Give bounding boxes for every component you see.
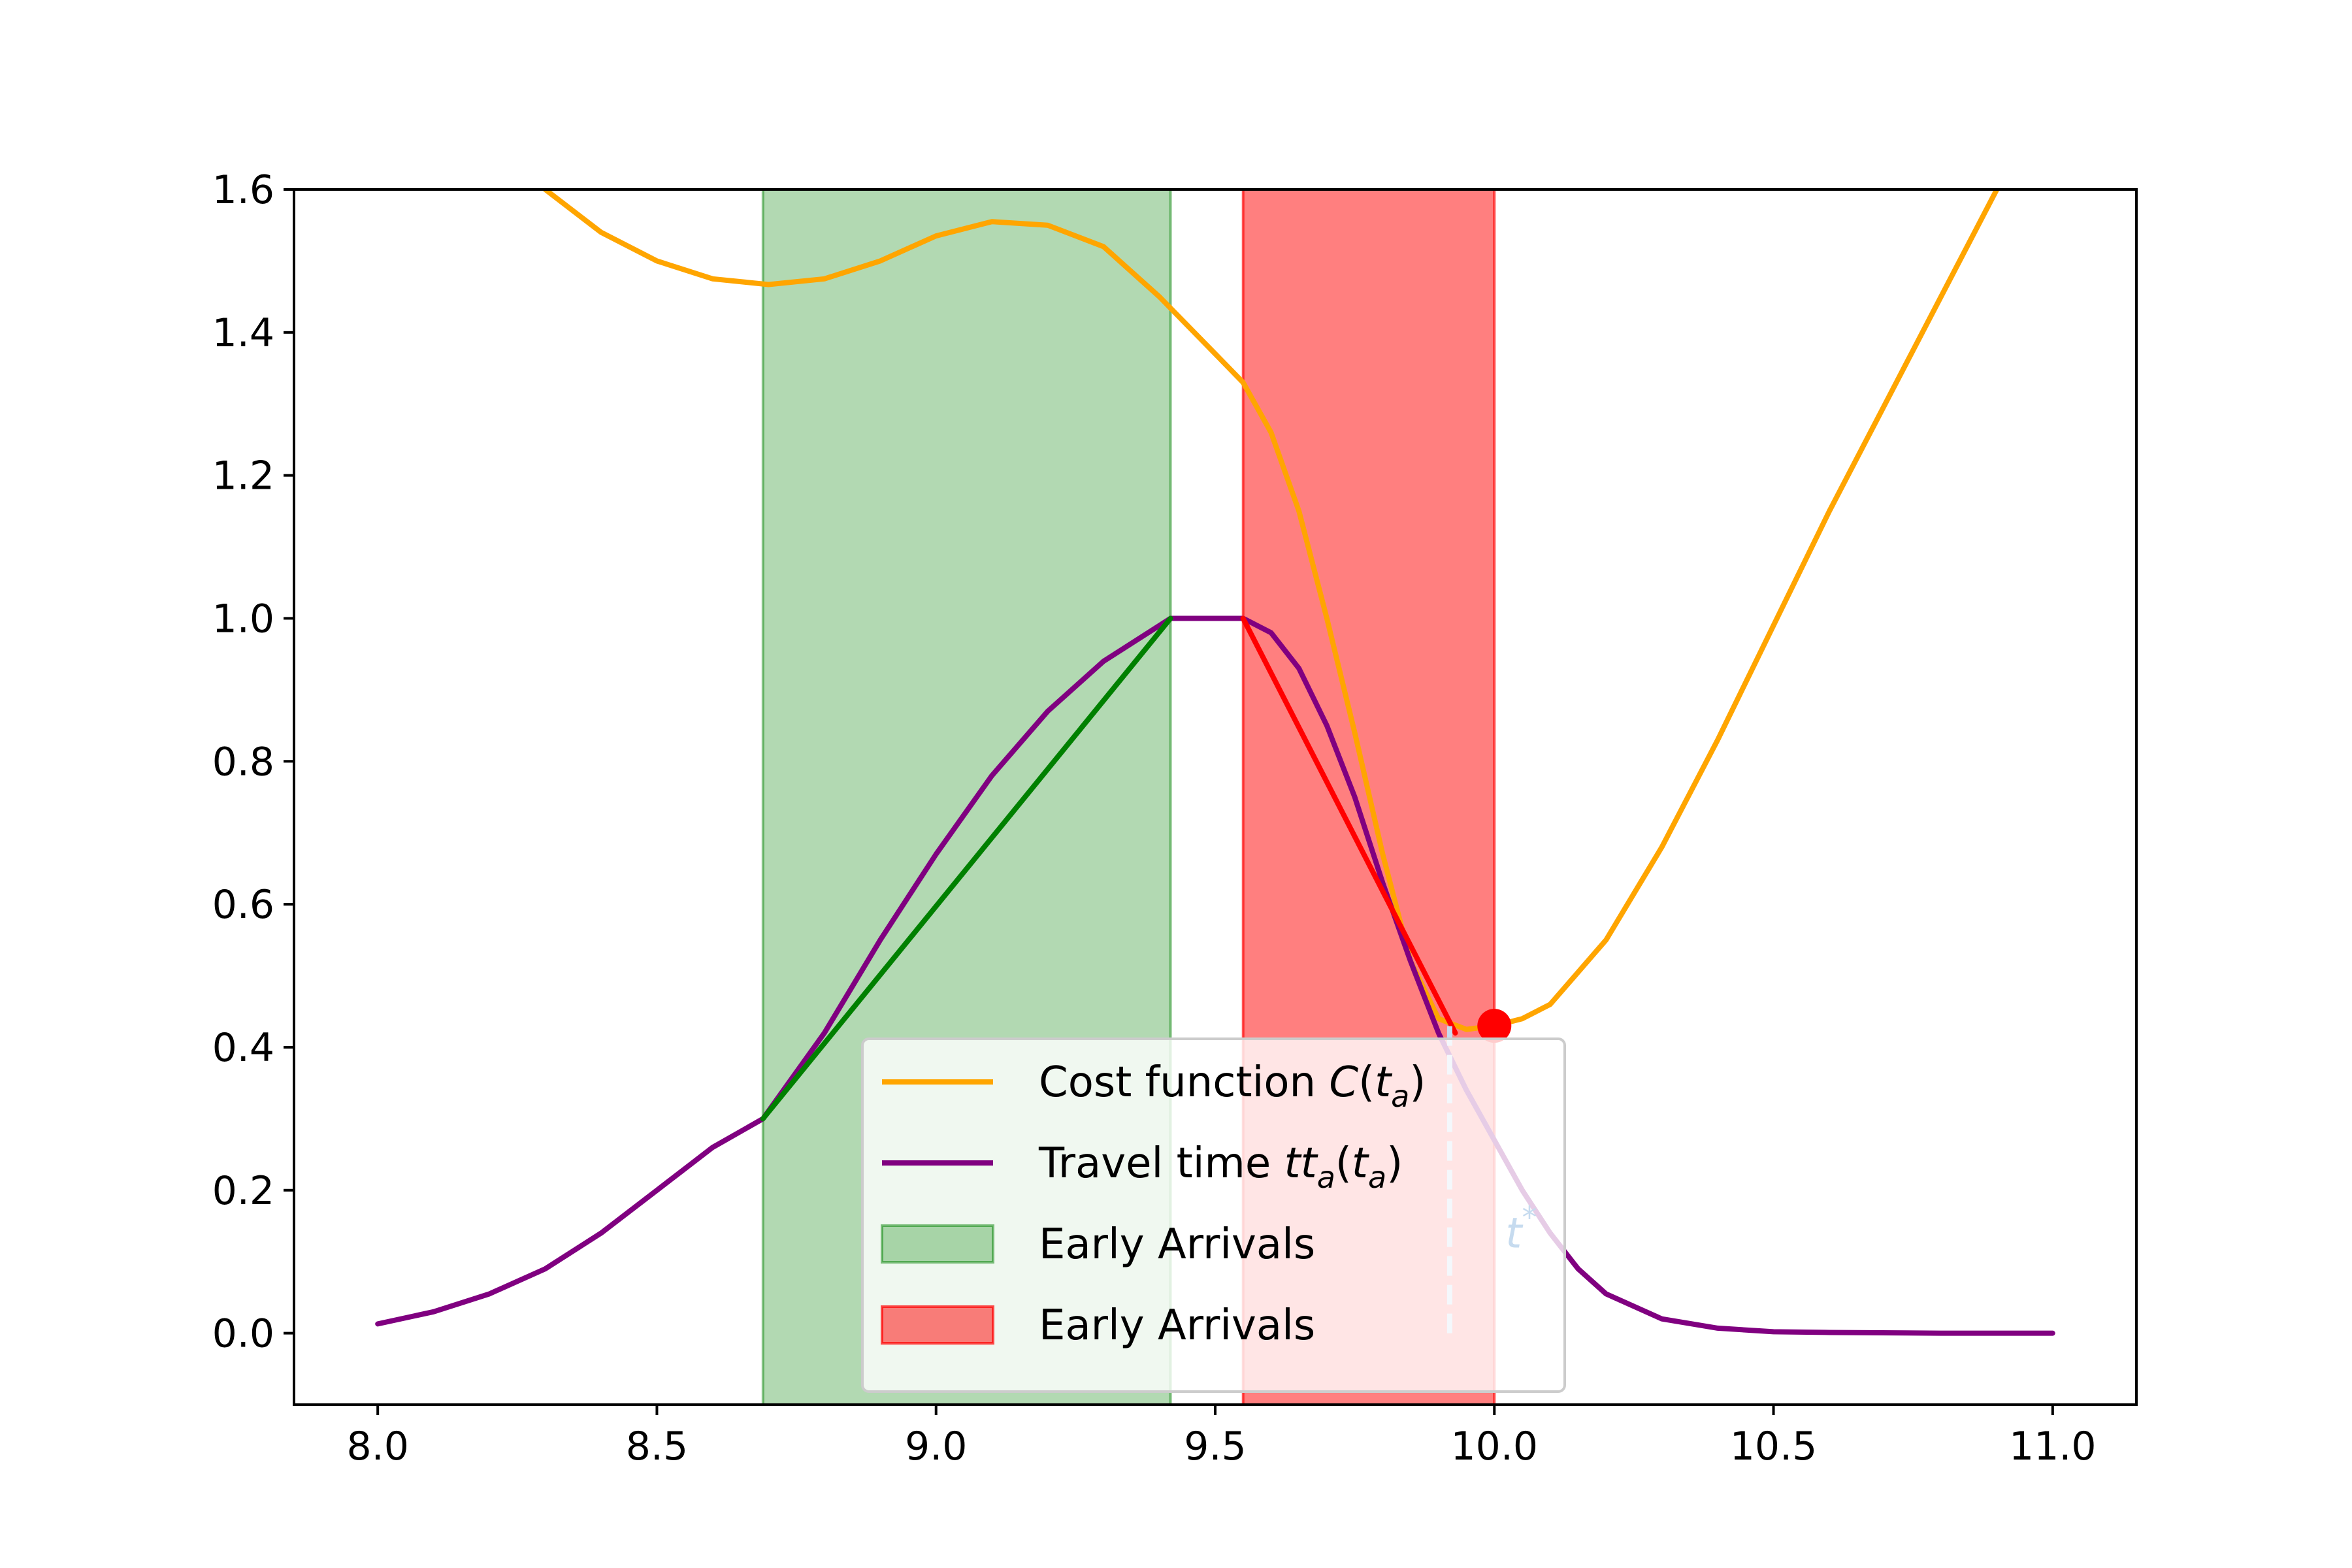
x-tick-label: 8.5 [626,1424,688,1469]
x-tick-label: 9.0 [905,1424,967,1469]
x-tick-label: 10.0 [1450,1424,1538,1469]
legend-entry-label: Cost function C(ta) [1039,1058,1426,1114]
legend: Cost function C(ta)Travel time tta(ta)Ea… [861,1037,1566,1393]
x-tick-label: 9.5 [1184,1424,1246,1469]
y-tick-label: 1.6 [212,167,274,213]
legend-entry-label: Early Arrivals [1039,1301,1315,1350]
optimal-time-annotation: t* [1505,1200,1537,1258]
legend-handle-patch [881,1305,994,1345]
legend-label-paren: ( [1358,1058,1375,1107]
data-series [375,189,2055,1336]
legend-handle-patch [881,1224,994,1264]
legend-label-var: t [1375,1058,1393,1107]
y-tick-label: 0.2 [212,1168,274,1214]
legend-label-prefix: Travel time [1038,1139,1284,1188]
cost-function-line [542,189,2000,1032]
legend-box [861,1037,1566,1393]
legend-label-func-sub: a [1317,1160,1335,1195]
annotation-superscript: * [1522,1200,1537,1235]
y-tick-label: 1.4 [212,310,274,356]
x-tick-label: 11.0 [2009,1424,2097,1469]
y-tick-label: 0.8 [212,739,274,785]
legend-label-func: tt [1284,1139,1319,1188]
legend-label-paren: ( [1335,1139,1352,1188]
legend-label-paren: ) [1386,1139,1403,1188]
late-secant-line [1240,615,1458,1036]
annotation-text: t [1505,1209,1524,1258]
legend-label-func: C [1329,1058,1358,1107]
y-tick-label: 0.6 [212,882,274,928]
x-tick-label: 10.5 [1730,1424,1818,1469]
travel-time-line [375,615,2055,1336]
y-tick-label: 0.4 [212,1025,274,1071]
x-axis: 8.0 8.5 9.0 9.5 10.0 10.5 11.0 [346,1405,2097,1469]
legend-label-prefix: Cost function [1039,1058,1329,1107]
y-tick-label: 1.2 [212,453,274,499]
legend-label-sub: a [1368,1160,1386,1195]
legend-label-var: t [1352,1139,1370,1188]
x-tick-label: 8.0 [346,1424,408,1469]
y-axis: 0.0 0.2 0.4 0.6 0.8 1.0 1.2 1.4 1.6 [212,167,294,1357]
minimum-marker [1477,1009,1512,1043]
legend-entry-label: Early Arrivals [1039,1220,1315,1269]
legend-label-paren: ) [1409,1058,1426,1107]
legend-entry-label: Travel time tta(ta) [1038,1139,1403,1195]
legend-label-sub: a [1391,1079,1409,1114]
y-tick-label: 1.0 [212,596,274,642]
y-tick-label: 0.0 [212,1311,274,1357]
early-secant-line [760,615,1173,1122]
